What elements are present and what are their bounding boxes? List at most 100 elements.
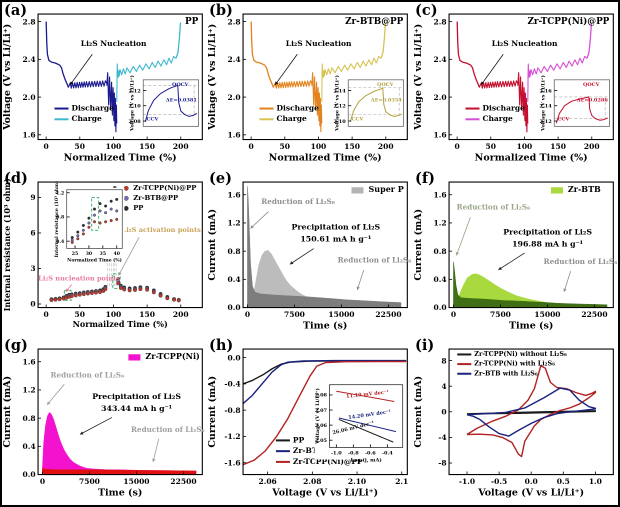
series-PP (243, 360, 407, 385)
series-Zr-BTB@PP (242, 360, 407, 405)
legend-swatch-1 (123, 195, 129, 201)
svg-text:(g): (g) (4, 337, 28, 354)
legend: Discharge Charge (465, 103, 525, 123)
svg-text:Zr-TCPP(Ni): Zr-TCPP(Ni) (145, 352, 200, 362)
svg-text:0: 0 (40, 477, 45, 486)
svg-text:0.5: 0.5 (556, 477, 569, 486)
svg-text:0.8: 0.8 (56, 214, 64, 220)
panel-c: 0 50 100 150 200 1.6 2.0 2.4 2.8 Normalized Time … (413, 2, 618, 170)
svg-text:-4: -4 (438, 433, 446, 442)
svg-text:-1.0: -1.0 (331, 451, 342, 457)
svg-text:4: 4 (441, 382, 446, 391)
svg-text:2.06: 2.06 (259, 477, 277, 486)
annotation: Precipitation of Li₂S (92, 393, 181, 402)
annotation: Reduction of Li₂S₆ (131, 425, 205, 463)
svg-text:Charge: Charge (482, 114, 512, 123)
svg-text:Voltage (V vs Li/Li⁺): Voltage (V vs Li/Li⁺) (314, 388, 321, 445)
svg-text:(h): (h) (209, 337, 233, 354)
svg-text:200: 200 (584, 142, 600, 151)
svg-text:2.4: 2.4 (228, 55, 241, 64)
panel-a: 0 50 100 150 200 1.6 2.0 2.4 2.8 Normalized Time … (2, 2, 207, 170)
annotation: Precipitation of Li₂S (503, 227, 592, 236)
svg-text:150: 150 (139, 142, 155, 151)
svg-text:2.10: 2.10 (348, 477, 366, 486)
svg-text:Zr-BTB@PP: Zr-BTB@PP (345, 17, 404, 27)
svg-text:40: 40 (114, 251, 120, 257)
svg-text:0.4: 0.4 (228, 275, 241, 284)
svg-text:-0.8: -0.8 (225, 406, 241, 415)
svg-text:QOCV: QOCV (583, 82, 600, 88)
annotation: Reduction of Li₂S₆ (543, 257, 617, 292)
svg-text:0.8: 0.8 (22, 414, 35, 423)
annotation: QOCV (172, 82, 189, 88)
svg-text:CCV: CCV (147, 116, 159, 122)
series-discharge (45, 21, 70, 88)
series-discharge-end (516, 72, 528, 133)
svg-text:PP: PP (133, 204, 143, 212)
panel-b-chart: 0 50 100 150 200 1.6 2.0 2.4 2.8 Normalized Time … (207, 2, 409, 164)
svg-text:Li₂S activation points: Li₂S activation points (122, 226, 202, 234)
svg-text:1.6: 1.6 (228, 190, 241, 199)
svg-text:200: 200 (173, 142, 189, 151)
svg-text:Zr-TCPP(Ni)@PP: Zr-TCPP(Ni)@PP (133, 184, 196, 192)
svg-text:Zr-BTB with Li₂S₆: Zr-BTB with Li₂S₆ (474, 370, 538, 378)
svg-text:Voltage (V vs Li/Li⁺): Voltage (V vs Li/Li⁺) (539, 75, 546, 132)
svg-text:(d): (d) (4, 170, 28, 187)
series-tafel-btb (339, 417, 397, 433)
svg-text:6: 6 (30, 228, 35, 237)
svg-text:Normalized Time (%): Normalized Time (%) (67, 256, 122, 263)
svg-text:2.07: 2.07 (315, 408, 328, 414)
svg-text:7500: 7500 (490, 310, 511, 319)
svg-text:1.2: 1.2 (56, 190, 64, 196)
series-charge-end (175, 22, 182, 59)
panel-g: 0 7500 15000 22500 0.0 0.4 0.8 1.2 1.6 Time (s) Cu… (2, 337, 207, 505)
svg-text:Voltage (V vs Li/Li⁺): Voltage (V vs Li/Li⁺) (272, 488, 379, 499)
svg-text:Internal resistance (10³ ohm): Internal resistance (10³ ohm) (2, 178, 12, 311)
svg-text:2.14: 2.14 (334, 88, 347, 94)
svg-text:Zr-TCPP(Ni)@PP: Zr-TCPP(Ni)@PP (527, 16, 609, 27)
panel-d-chart: 0 50 100 150 200 0 3 6 9 Normailzed Time (%) Inter… (2, 170, 203, 329)
legend: Zr-TCPP(Ni) without Li₂S₆ Zr-TCPP(Ni) wit… (456, 350, 567, 378)
svg-text:Current (mA): Current (mA) (2, 376, 13, 448)
svg-text:1.2: 1.2 (228, 218, 241, 227)
svg-text:9: 9 (30, 193, 35, 202)
svg-text:ΔE=0.0354: ΔE=0.0354 (371, 98, 402, 104)
panel-plot: 0 50 100 150 200 1.6 2.0 2.4 2.8 Normalized Time … (413, 2, 614, 164)
svg-text:Time (s): Time (s) (303, 320, 347, 331)
svg-text:2.10: 2.10 (334, 119, 347, 125)
svg-text:1.6: 1.6 (433, 131, 446, 140)
svg-text:Reduction of Li₂S₈: Reduction of Li₂S₈ (51, 371, 125, 380)
svg-text:150: 150 (139, 310, 155, 319)
panel-plot: 0 50 100 150 200 1.6 2.0 2.4 2.8 Normalized Time … (207, 2, 409, 164)
svg-text:2.0: 2.0 (433, 93, 446, 102)
svg-text:Internal resistance (10³ ohm): Internal resistance (10³ ohm) (53, 180, 60, 257)
svg-text:50: 50 (75, 142, 85, 151)
legend-swatch-0 (123, 185, 129, 191)
svg-text:0.4: 0.4 (22, 442, 35, 451)
svg-text:(a): (a) (4, 2, 27, 19)
svg-text:0.0: 0.0 (524, 477, 537, 486)
svg-text:0: 0 (450, 310, 455, 319)
svg-text:0: 0 (30, 299, 35, 308)
svg-text:2.16: 2.16 (539, 88, 552, 94)
annotation: ΔE=0.0354 (371, 98, 402, 104)
annotation: 11.19 mV dec⁻¹ (346, 390, 389, 400)
svg-text:1.2: 1.2 (22, 386, 35, 395)
legend: Zr-TCPP(Ni)@PP Zr-BTB@PP PP (123, 184, 196, 212)
svg-text:Reduction of Li₂S₆: Reduction of Li₂S₆ (543, 257, 617, 266)
legend: Zr-TCPP(Ni) (128, 352, 200, 362)
svg-text:2.8: 2.8 (22, 17, 35, 26)
svg-text:Voltage (V vs Li/Li⁺): Voltage (V vs Li/Li⁺) (413, 24, 424, 131)
legend-swatch-0 (351, 186, 364, 194)
svg-text:2.08: 2.08 (304, 477, 322, 486)
svg-text:Normalized Time (%): Normalized Time (%) (269, 153, 382, 164)
legend: Super P (351, 184, 404, 194)
svg-text:2.05: 2.05 (315, 438, 328, 444)
svg-text:QOCV: QOCV (172, 82, 189, 88)
svg-text:Normalized Time (%): Normalized Time (%) (64, 153, 177, 164)
annotation: Reduction of Li₂S₈ (455, 202, 530, 256)
svg-text:Voltage (V vs Li/Li⁺): Voltage (V vs Li/Li⁺) (2, 24, 13, 131)
legend-swatch-0 (128, 354, 141, 361)
svg-text:25: 25 (72, 251, 78, 257)
